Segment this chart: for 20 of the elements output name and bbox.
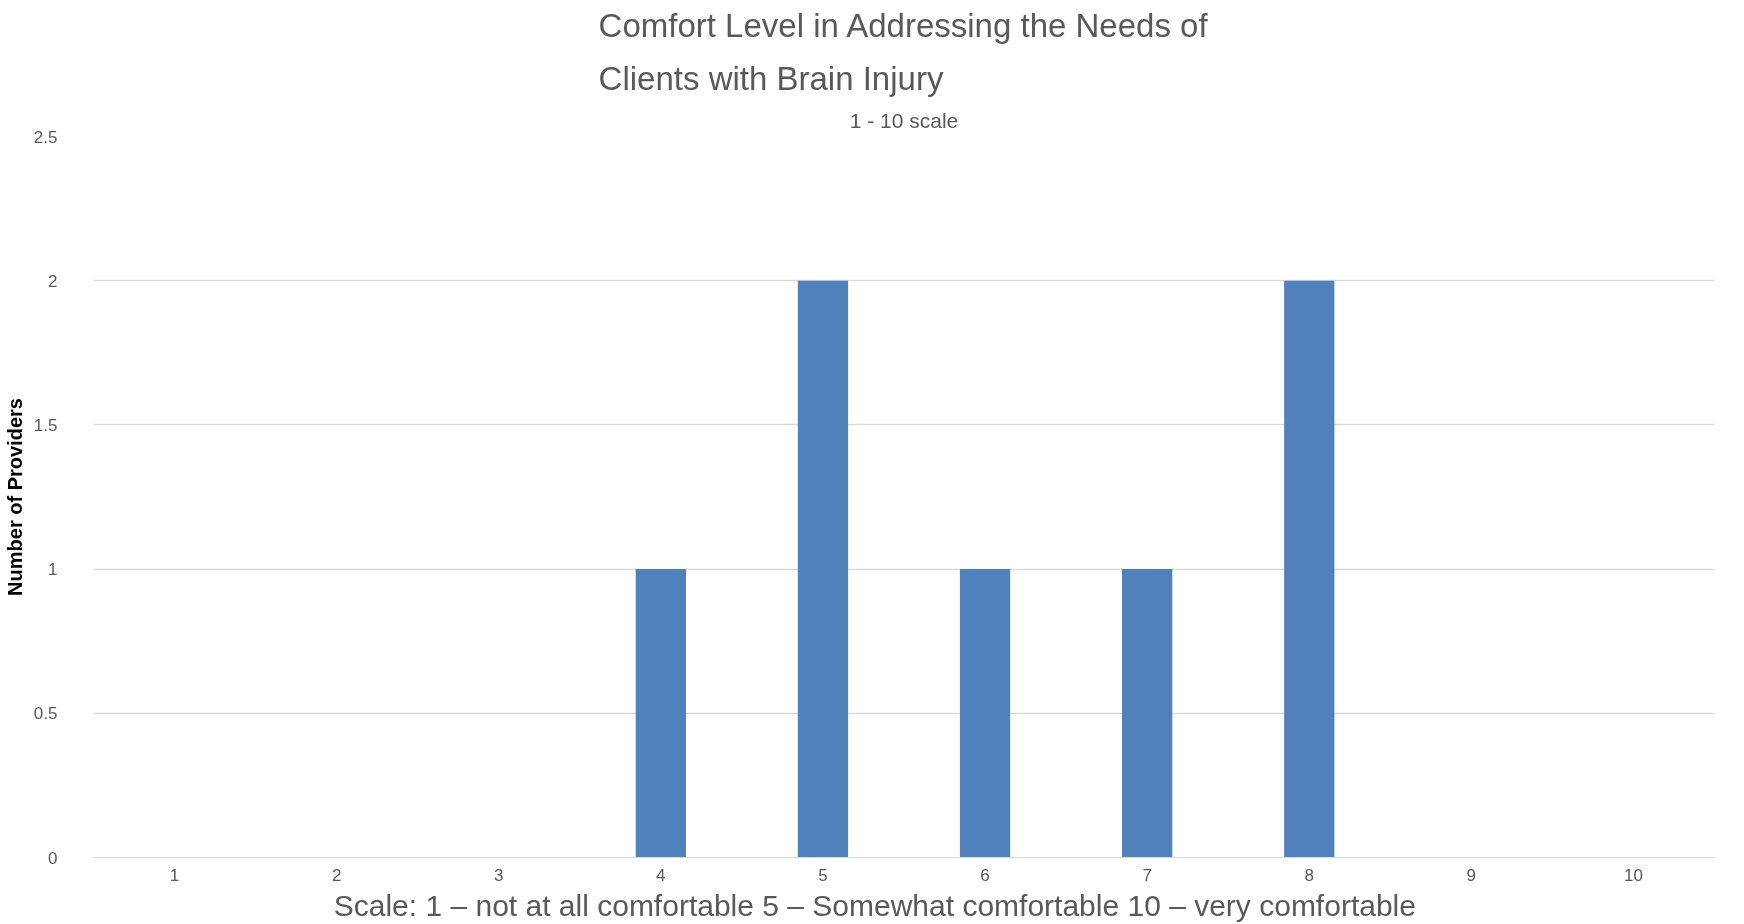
x-tick-label: 2	[331, 865, 342, 885]
x-tick-label: 6	[980, 865, 990, 885]
chart-title: Comfort Level in Addressing the Needs of Clients with Brain Injury	[598, 6, 1209, 98]
x-tick-label: 5	[818, 865, 828, 885]
y-tick-label: 0.5	[33, 704, 58, 724]
y-tick-label: 2	[48, 271, 58, 291]
x-tick-label: 9	[1466, 865, 1477, 885]
x-tick-label: 1	[169, 865, 180, 885]
y-tick-label: 1	[48, 560, 58, 580]
y-axis-title: Number of Providers	[3, 398, 26, 596]
y-tick-label: 1.5	[33, 415, 58, 435]
chart-subtitle: 1 - 10 scale	[849, 108, 959, 132]
y-tick-label: 0	[48, 848, 58, 868]
x-tick-label: 8	[1304, 865, 1314, 885]
x-tick-label: 3	[494, 865, 504, 885]
x-tick-label: 4	[656, 865, 666, 885]
x-axis-title: Scale: 1 – not at all comfortable 5 – Somewhat comfortable 10 – very comfortable	[333, 888, 1416, 922]
y-tick-label: 2.5	[33, 127, 58, 147]
x-tick-label: 10	[1624, 865, 1643, 885]
x-tick-label: 7	[1142, 865, 1152, 885]
